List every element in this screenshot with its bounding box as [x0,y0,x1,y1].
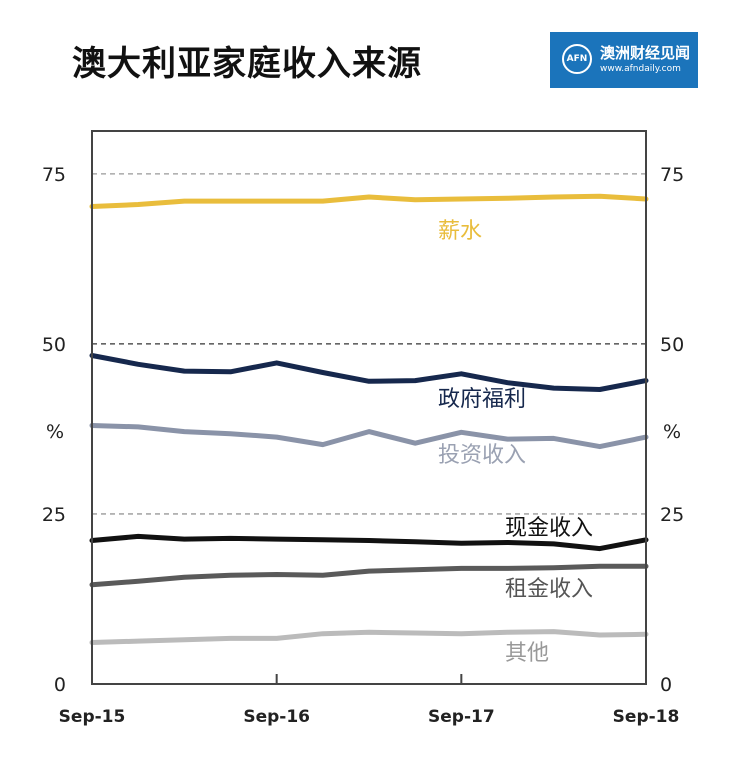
plot-frame [91,130,647,685]
series-label: 投资收入 [438,443,526,468]
x-tick-label: Sep-18 [613,707,680,727]
series-line [89,533,649,552]
series-line [89,193,649,209]
brand-logo: AFN 澳洲财经见闻 www.afndaily.com [550,32,698,88]
y-axis-label-left: % [46,421,64,443]
series-line [89,629,649,645]
chart-title: 澳大利亚家庭收入来源 [72,44,422,84]
series-label: 政府福利 [438,387,526,412]
series-label: 其他 [505,641,549,666]
series-line [89,563,649,588]
series-label: 现金收入 [505,516,593,541]
y-tick-label-right: 50 [660,334,684,356]
y-tick-label-right: 0 [660,674,672,696]
afn-logo-icon: AFN [562,44,592,74]
y-tick-label-right: 25 [660,504,684,526]
y-axis-label-right: % [663,421,681,443]
x-tick-label: Sep-16 [243,707,310,727]
series-line [89,353,649,392]
series-label: 薪水 [438,219,482,244]
y-tick-label-right: 75 [660,164,684,186]
logo-name: 澳洲财经见闻 [600,44,691,62]
y-tick-label-left: 25 [42,504,66,526]
series-label: 租金收入 [505,577,593,602]
series-line [89,423,649,450]
x-tick-label: Sep-17 [428,707,495,727]
y-tick-label-left: 50 [42,334,66,356]
y-tick-label-left: 75 [42,164,66,186]
y-tick-label-left: 0 [54,674,66,696]
logo-url: www.afndaily.com [600,64,681,74]
x-tick-label: Sep-15 [59,707,126,727]
